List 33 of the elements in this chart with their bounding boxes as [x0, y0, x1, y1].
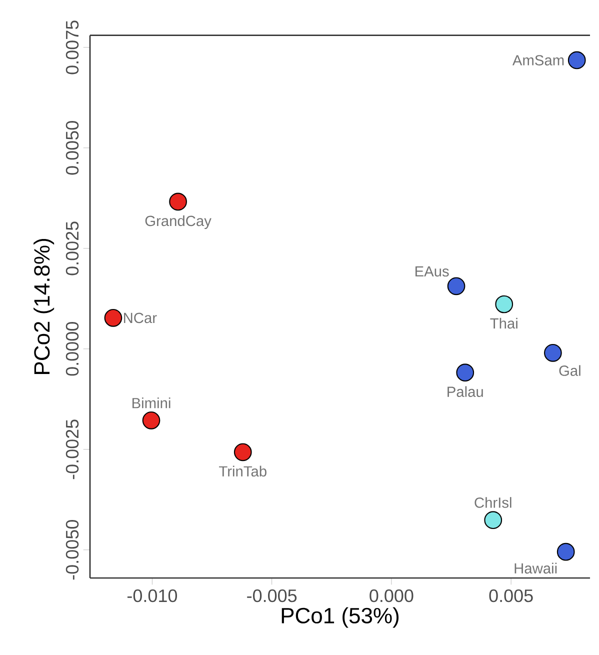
- annotation: Thai: [490, 318, 518, 329]
- annotation: Gal: [559, 365, 580, 376]
- y-tick-label: 0.0075: [66, 20, 79, 74]
- point: [169, 192, 187, 211]
- annotation: NCar: [124, 312, 157, 324]
- annotation: Palau: [448, 386, 483, 397]
- annotation: AmSam: [512, 55, 564, 66]
- point: [484, 511, 502, 530]
- y-tick-label: 0.0000: [66, 322, 79, 376]
- annotation: EAus: [415, 266, 449, 277]
- point: [456, 364, 474, 382]
- point: [544, 344, 562, 362]
- point: [556, 542, 575, 561]
- x-axis-title: PCo1 (53%): [282, 607, 399, 628]
- annotation: GrandCay: [145, 215, 212, 229]
- x-tick-label: -0.010: [127, 589, 178, 602]
- annotation: Bimini: [132, 398, 170, 408]
- y-tick-label: 0.0025: [66, 222, 79, 276]
- point: [104, 308, 122, 327]
- point: [234, 443, 252, 462]
- x-tick-label: -0.005: [247, 589, 297, 602]
- y-tick-label: -0.0050: [66, 520, 79, 580]
- y-axis-title: PCo2 (14.8%): [34, 238, 54, 374]
- x-tick-label: 0.000: [370, 589, 414, 602]
- annotation: TrinTab: [219, 466, 266, 477]
- annotation: Hawaii: [514, 562, 557, 574]
- y-tick-label: -0.0025: [66, 420, 79, 480]
- annotation: ChrIsl: [474, 497, 512, 508]
- point: [142, 411, 160, 430]
- x-tick-label: 0.005: [489, 589, 533, 602]
- point: [447, 277, 466, 296]
- point: [495, 295, 514, 314]
- y-tick-label: 0.0050: [66, 121, 79, 175]
